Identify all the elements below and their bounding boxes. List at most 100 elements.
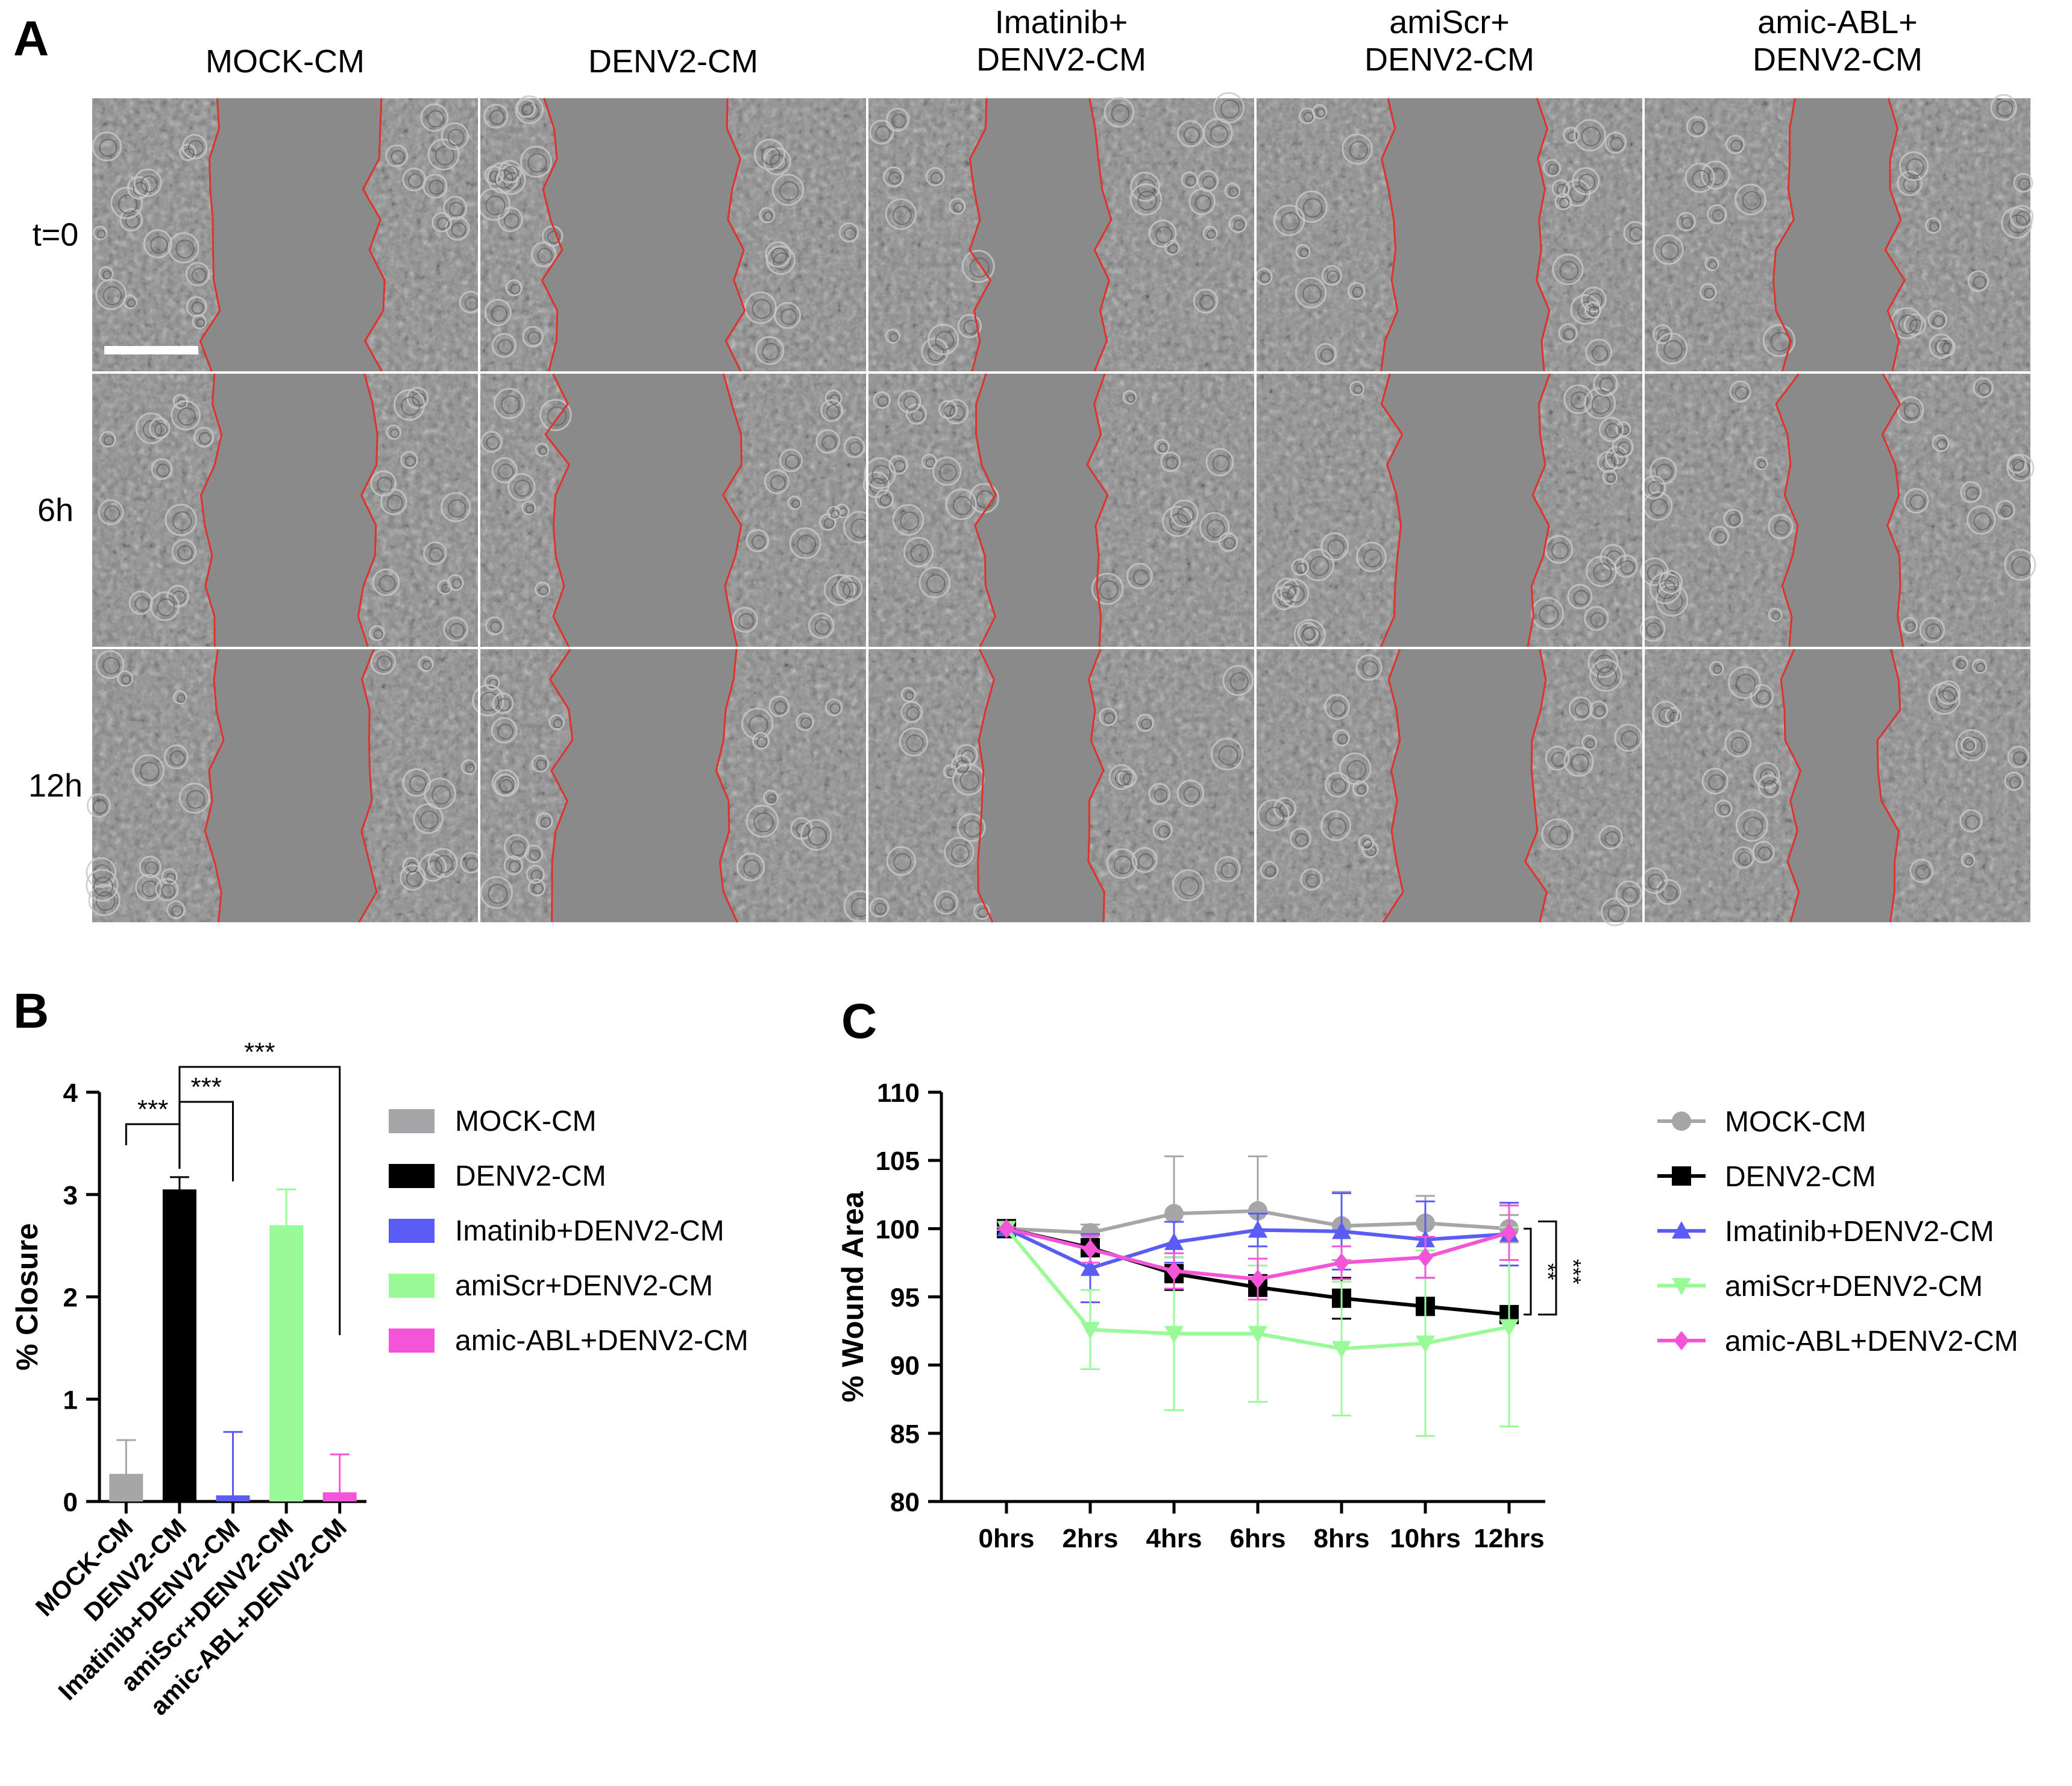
cell-blob-inner	[1559, 197, 1570, 209]
cell-blob	[185, 262, 210, 287]
cell-blob-inner	[525, 505, 535, 514]
cell-blob-inner	[1708, 774, 1725, 791]
cell-blob	[732, 606, 758, 634]
legend-swatch	[389, 1328, 435, 1353]
cell-blob-inner	[1935, 339, 1950, 355]
cell-blob	[1324, 772, 1351, 798]
cell-blob	[808, 612, 835, 639]
cell-blob	[370, 649, 397, 675]
cell-blob	[1659, 570, 1683, 594]
cell-blob-inner	[1957, 659, 1967, 670]
data-point	[1081, 1258, 1100, 1276]
y-tick-label: 95	[890, 1283, 920, 1313]
cell-blob	[815, 429, 841, 454]
cell-blob-inner	[1965, 857, 1974, 866]
row-label: 12h	[28, 768, 83, 804]
cell-blob-inner	[1287, 585, 1305, 603]
cell-blob-inner	[767, 794, 777, 804]
cell-blob	[1314, 342, 1337, 365]
cell-blob-inner	[888, 171, 902, 185]
cell-blob-inner	[449, 623, 465, 638]
cell-blob	[800, 819, 832, 851]
cell-blob-inner	[1610, 451, 1625, 466]
cell-blob-inner	[874, 902, 887, 915]
cell-blob-inner	[1681, 216, 1694, 229]
y-tick-label: 90	[890, 1351, 920, 1381]
cell-blob-inner	[1158, 443, 1168, 453]
cell-blob	[1725, 134, 1745, 154]
cell-blob-inner	[1559, 261, 1579, 280]
wound-edge-left	[199, 373, 223, 647]
column-label: MOCK-CM	[206, 43, 365, 80]
cell-blob	[149, 417, 171, 439]
micrograph-cell	[472, 649, 876, 923]
cell-blob-inner	[1594, 705, 1606, 717]
cell-blob	[2013, 172, 2033, 193]
cell-blob	[824, 389, 843, 407]
cell-blob	[535, 581, 551, 597]
cell-blob-inner	[432, 785, 451, 805]
cell-blob	[168, 232, 199, 264]
cell-blob	[1181, 171, 1198, 189]
cell-blob	[1218, 532, 1238, 552]
cell-blob	[369, 625, 385, 641]
cell-blob	[1148, 782, 1171, 805]
cell-blob	[900, 687, 916, 702]
row-label: t=0	[33, 217, 79, 253]
micrograph-cell	[86, 649, 482, 923]
cell-blob	[918, 567, 951, 599]
cell-blob	[886, 846, 916, 876]
wound-edge-right	[1087, 649, 1105, 923]
cell-blob-inner	[1220, 862, 1237, 879]
cell-blob	[1106, 848, 1137, 879]
cell-blob-inner	[1903, 403, 1920, 420]
cell-blob-inner	[142, 880, 159, 898]
cell-blob	[480, 430, 503, 453]
cell-blob-inner	[1264, 807, 1285, 826]
cell-blob	[372, 568, 400, 596]
cell-blob	[753, 139, 786, 171]
cell-blob-inner	[420, 810, 439, 829]
cell-blob	[95, 278, 127, 310]
panel-a-letter: A	[13, 11, 49, 66]
cell-blob-inner	[823, 518, 835, 529]
cell-blob-inner	[952, 495, 972, 515]
cell-blob-inner	[1195, 195, 1212, 212]
cell-blob	[1571, 167, 1600, 195]
cell-blob	[491, 717, 518, 744]
cell-blob	[1228, 215, 1248, 233]
cell-blob-inner	[1316, 108, 1326, 118]
cell-blob-inner	[1212, 454, 1229, 472]
cell-blob-inner	[1220, 99, 1240, 119]
cell-blob	[955, 744, 978, 767]
bar	[322, 1492, 357, 1501]
data-point	[1250, 1269, 1266, 1289]
cell-blob-inner	[949, 405, 965, 421]
legend-item: MOCK-CM	[1657, 1106, 1866, 1138]
cell-blob	[1160, 451, 1181, 473]
cell-blob-inner	[539, 447, 548, 456]
cell-blob	[135, 873, 163, 902]
cell-blob-inner	[1183, 127, 1201, 143]
cell-blob	[1602, 469, 1618, 485]
cell-blob	[1273, 204, 1305, 236]
cell-blob-inner	[401, 396, 421, 416]
cell-blob	[1188, 188, 1216, 216]
cell-blob	[1701, 767, 1729, 795]
cell-blob-inner	[1646, 622, 1662, 638]
cell-blob	[1598, 825, 1624, 850]
cell-blob-inner	[2015, 210, 2030, 225]
wound-gap	[978, 649, 1105, 922]
wound-edge-left	[977, 649, 995, 923]
cell-blob-inner	[96, 229, 106, 239]
cell-blob-inner	[1599, 377, 1615, 393]
cell-blob-inner	[1155, 226, 1173, 244]
cell-blob-inner	[1735, 386, 1748, 400]
cell-blob	[1585, 555, 1617, 587]
cell-blob	[1709, 661, 1724, 676]
cell-blob-inner	[931, 172, 943, 184]
cell-blob-inner	[1228, 187, 1239, 197]
cell-blob-inner	[1302, 627, 1316, 641]
cell-blob	[1164, 239, 1180, 256]
wound-edge-left	[544, 373, 571, 647]
